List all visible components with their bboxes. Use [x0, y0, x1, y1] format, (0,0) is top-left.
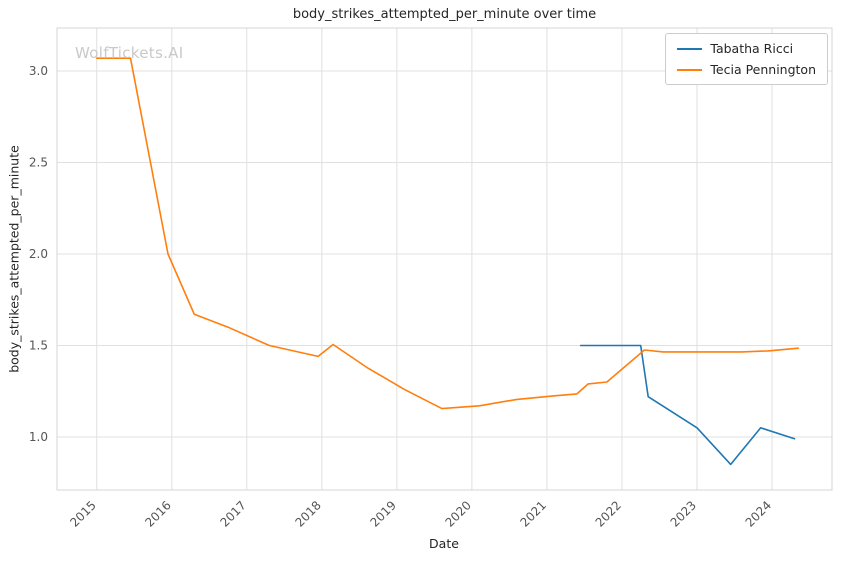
x-tick-label: 2020 — [443, 498, 474, 529]
legend: Tabatha Ricci Tecia Pennington — [665, 33, 828, 85]
y-axis-label: body_strikes_attempted_per_minute — [6, 145, 22, 373]
y-tick-label: 1.0 — [29, 430, 48, 444]
chart-title: body_strikes_attempted_per_minute over t… — [292, 7, 597, 22]
plot-border — [56, 27, 833, 491]
legend-line-swatch — [677, 68, 703, 71]
x-tick-label: 2018 — [292, 498, 323, 529]
series-line-0 — [579, 344, 796, 466]
x-tick-label: 2021 — [518, 498, 549, 529]
y-tick-label: 3.0 — [29, 64, 48, 78]
legend-label: Tabatha Ricci — [710, 41, 794, 56]
y-tick-label: 2.0 — [29, 247, 48, 261]
legend-item-tabatha-ricci: Tabatha Ricci — [677, 41, 816, 56]
legend-item-tecia-pennington: Tecia Pennington — [677, 62, 816, 77]
y-tick-label: 2.5 — [29, 155, 48, 169]
x-tick-label: 2015 — [67, 498, 98, 529]
plot-background — [57, 28, 832, 490]
y-tick-label: 1.5 — [29, 338, 48, 352]
x-tick-label: 2019 — [367, 498, 398, 529]
x-axis-label: Date — [429, 536, 459, 551]
x-tick-label: 2016 — [142, 498, 173, 529]
watermark: WolfTickets.AI — [75, 44, 184, 62]
x-tick-label: 2023 — [668, 498, 699, 529]
x-tick-label: 2022 — [593, 498, 624, 529]
x-tick-label: 2017 — [217, 498, 248, 529]
series-line-1 — [96, 57, 800, 410]
legend-label: Tecia Pennington — [710, 62, 816, 77]
legend-line-swatch — [677, 47, 703, 50]
x-tick-label: 2024 — [743, 498, 774, 529]
